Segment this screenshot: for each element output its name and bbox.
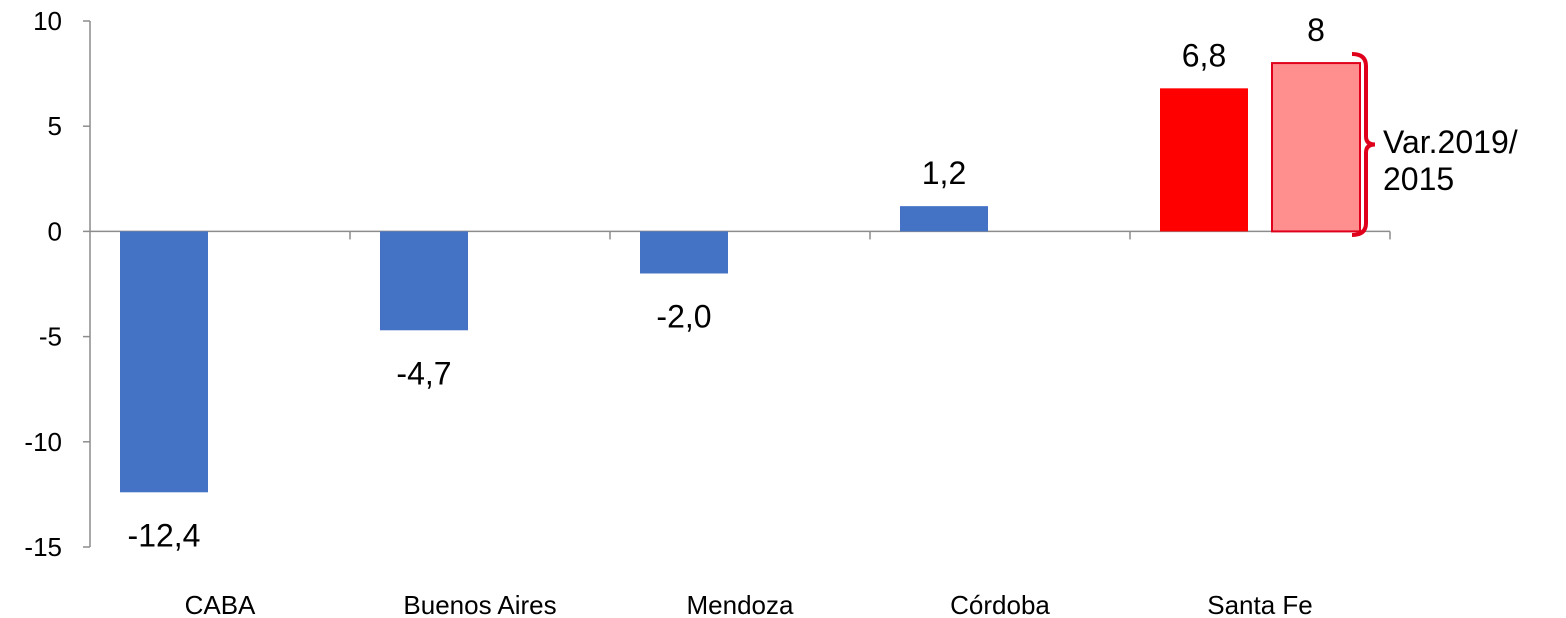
category-label: CABA bbox=[185, 590, 256, 618]
y-tick-label: -15 bbox=[24, 532, 62, 562]
data-label: -12,4 bbox=[128, 517, 201, 553]
y-tick-label: 5 bbox=[48, 111, 62, 141]
data-labels: -12,4 -4,7 -2,0 1,2 6,8 8 bbox=[128, 12, 1325, 553]
bar bbox=[900, 206, 988, 232]
bars bbox=[120, 62, 1361, 493]
y-tick-label: -10 bbox=[24, 427, 62, 457]
category-label: Mendoza bbox=[687, 590, 794, 618]
data-label: 6,8 bbox=[1182, 37, 1226, 73]
bracket bbox=[1351, 52, 1376, 237]
data-label: -2,0 bbox=[656, 298, 711, 334]
y-tick-label: 0 bbox=[48, 216, 62, 246]
category-label: Córdoba bbox=[950, 590, 1050, 618]
data-label: 1,2 bbox=[922, 155, 966, 191]
category-label: Buenos Aires bbox=[403, 590, 556, 618]
data-label: 8 bbox=[1307, 12, 1325, 48]
category-label: Santa Fe bbox=[1207, 590, 1313, 618]
data-label: -4,7 bbox=[396, 355, 451, 391]
y-tick-label: 10 bbox=[33, 6, 62, 36]
bar bbox=[1160, 88, 1248, 232]
y-axis: 10 5 0 -5 -10 -15 bbox=[24, 6, 91, 562]
annotation-line2: 2015 bbox=[1383, 161, 1454, 197]
bar bbox=[380, 231, 468, 331]
x-axis: CABA Buenos Aires Mendoza Córdoba Santa Fe bbox=[90, 230, 1391, 618]
bar bbox=[640, 231, 728, 274]
annotation-line1: Var.2019/ bbox=[1383, 124, 1518, 160]
annotation: Var.2019/2015 bbox=[1351, 52, 1518, 237]
y-tick-label: -5 bbox=[39, 322, 62, 352]
bar-extra bbox=[1271, 62, 1361, 233]
bar bbox=[120, 231, 208, 493]
